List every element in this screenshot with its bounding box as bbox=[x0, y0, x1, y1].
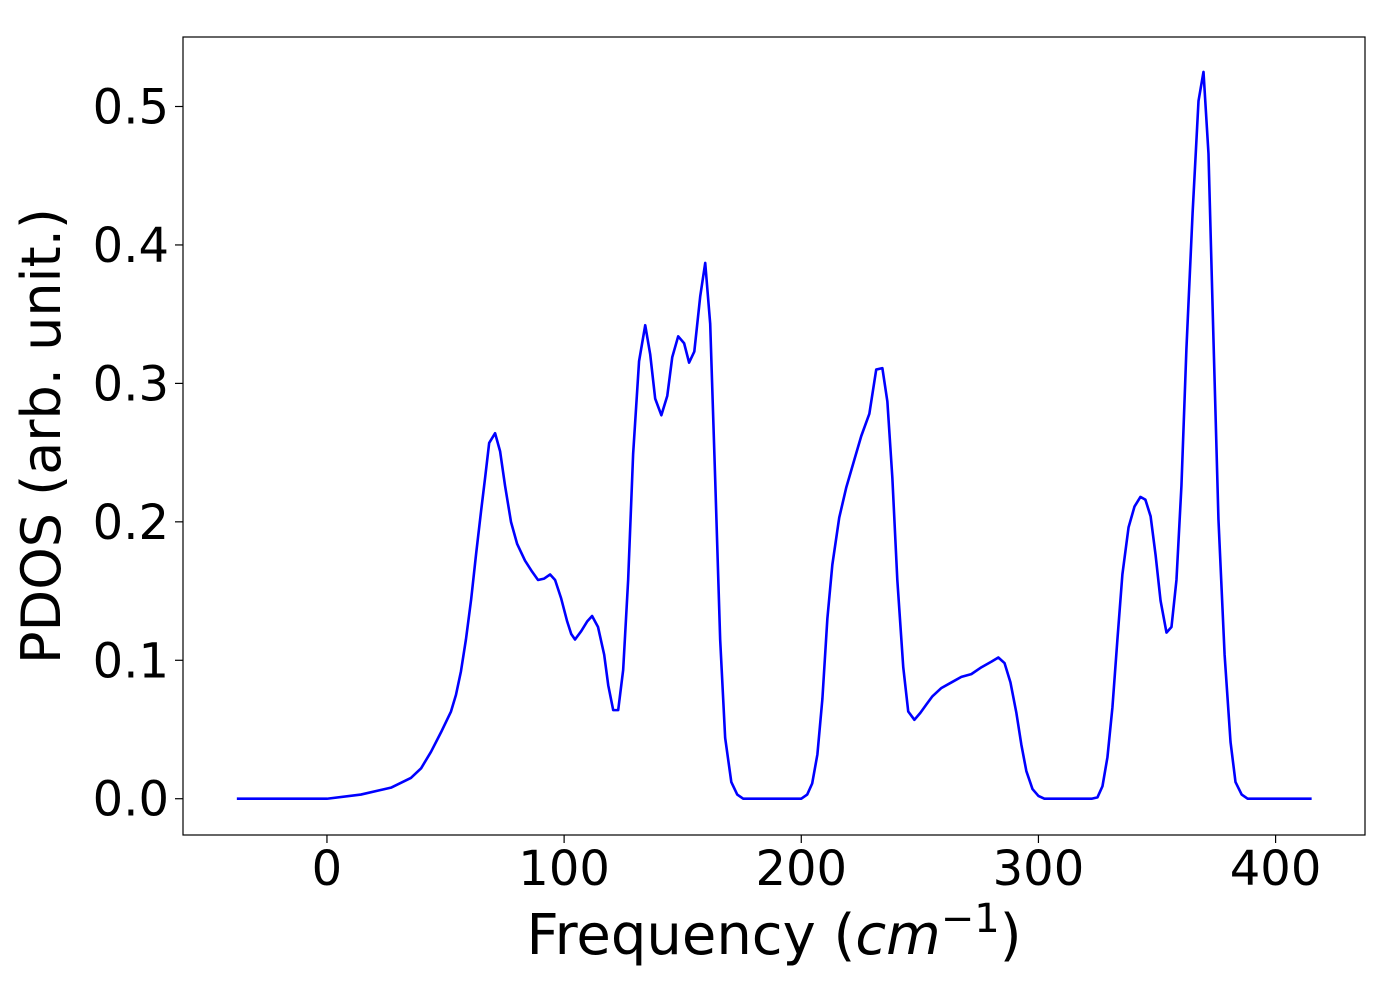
x-tick-label: 100 bbox=[518, 841, 610, 897]
y-tick-label: 0.3 bbox=[93, 356, 169, 412]
x-label-text: Frequency ( bbox=[526, 903, 855, 968]
x-tick-label: 400 bbox=[1230, 841, 1322, 897]
plot-frame bbox=[182, 36, 1366, 836]
y-tick-label: 0.1 bbox=[93, 633, 169, 689]
pdos-line bbox=[236, 70, 1312, 801]
x-label-math: cm bbox=[855, 903, 940, 968]
x-label-exponent: −1 bbox=[941, 896, 1000, 942]
y-axis-label: PDOS (arb. unit.) bbox=[10, 208, 73, 664]
x-tick-label: 300 bbox=[993, 841, 1085, 897]
y-tick-label: 0.0 bbox=[93, 772, 169, 828]
x-tick-label: 200 bbox=[755, 841, 847, 897]
y-tick-label: 0.5 bbox=[93, 79, 169, 135]
y-tick-label: 0.2 bbox=[93, 495, 169, 551]
x-tick-label: 0 bbox=[312, 841, 343, 897]
y-tick-label: 0.4 bbox=[93, 218, 169, 274]
x-axis-label: Frequency (cm−1) bbox=[526, 896, 1021, 968]
x-label-text: ) bbox=[1000, 903, 1022, 968]
